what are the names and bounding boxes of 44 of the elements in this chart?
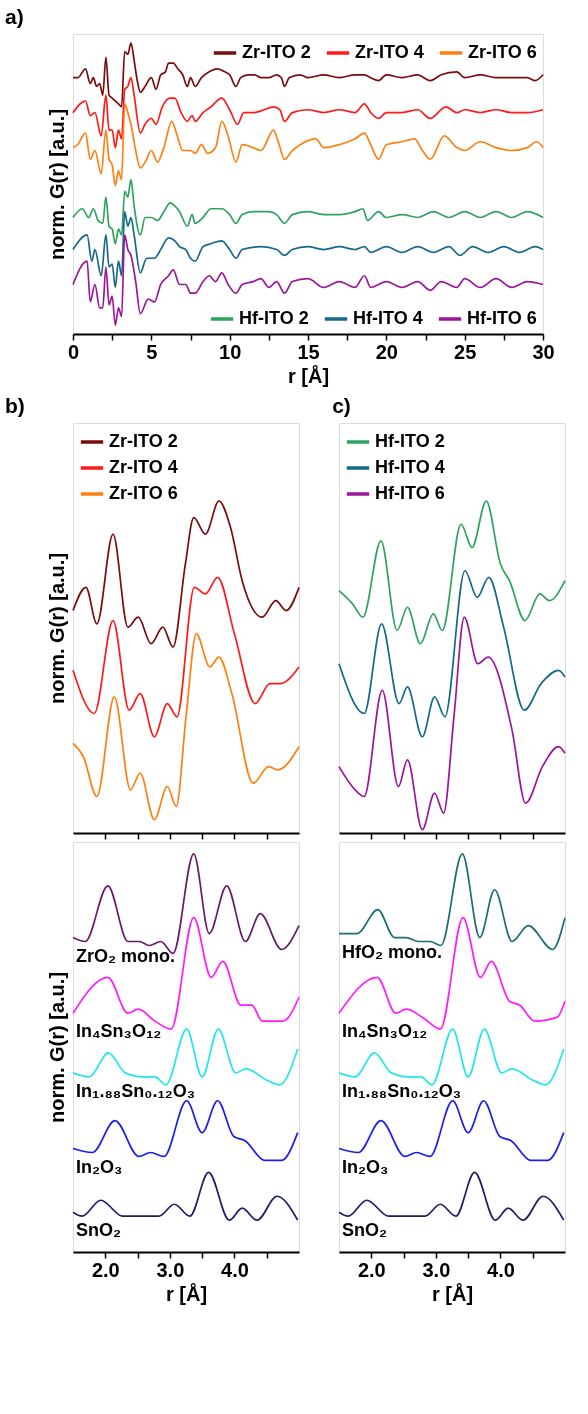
x-tick-label: 4.0 <box>221 1258 249 1281</box>
series-label: SnO₂ <box>342 1220 387 1241</box>
series-label: In₂O₃ <box>76 1156 123 1177</box>
legend-label: Hf-ITO 4 <box>375 457 445 477</box>
series-label: In₄Sn₃O₁₂ <box>76 1021 162 1042</box>
x-tick-label: 30 <box>532 340 555 363</box>
x-tick-label: 10 <box>219 340 242 363</box>
x-tick-label: 3.0 <box>422 1258 451 1281</box>
x-axis-title: r [Å] <box>165 1281 208 1305</box>
x-tick-label: 2.0 <box>357 1258 386 1281</box>
series-label: In₂O₃ <box>342 1156 389 1177</box>
legend-label: Zr-ITO 2 <box>242 42 311 62</box>
series-label: HfO₂ mono. <box>342 941 442 962</box>
legend-label: Hf-ITO 6 <box>375 483 445 503</box>
chart-title: a) <box>5 5 24 28</box>
x-tick-label: 25 <box>454 340 477 363</box>
legend-label: Hf-ITO 6 <box>467 308 537 328</box>
chart-title: b) <box>5 394 25 417</box>
x-tick-label: 3.0 <box>156 1258 185 1281</box>
x-tick-label: 4.0 <box>487 1258 515 1281</box>
y-axis-title: norm. G(r) [a.u.] <box>45 552 68 705</box>
legend-label: Zr-ITO 4 <box>109 457 178 477</box>
legend-label: Zr-ITO 2 <box>109 431 178 451</box>
y-axis-title: norm. G(r) [a.u.] <box>45 108 68 261</box>
x-tick-label: 5 <box>146 340 158 363</box>
chart-title: c) <box>332 394 351 417</box>
x-tick-label: 0 <box>67 340 80 363</box>
legend-label: Zr-ITO 6 <box>468 42 537 62</box>
x-tick-label: 2.0 <box>91 1258 120 1281</box>
series-label: In₁.₈₈Sn₀.₁₂O₃ <box>76 1080 196 1101</box>
x-axis-title: r [Å] <box>431 1281 474 1305</box>
series-label: In₁.₈₈Sn₀.₁₂O₃ <box>342 1080 462 1101</box>
series-label: In₄Sn₃O₁₂ <box>342 1021 428 1042</box>
y-axis-title: norm. G(r) [a.u.] <box>45 971 68 1124</box>
x-tick-label: 15 <box>297 340 320 363</box>
legend-label: Zr-ITO 4 <box>355 42 424 62</box>
x-tick-label: 20 <box>375 340 398 363</box>
series-label: SnO₂ <box>76 1220 121 1241</box>
legend-label: Zr-ITO 6 <box>109 483 178 503</box>
x-axis-title: r [Å] <box>287 363 330 387</box>
legend-label: Hf-ITO 2 <box>375 431 445 451</box>
legend-label: Hf-ITO 4 <box>353 308 423 328</box>
legend-label: Hf-ITO 2 <box>239 308 309 328</box>
series-label: ZrO₂ mono. <box>76 945 175 966</box>
